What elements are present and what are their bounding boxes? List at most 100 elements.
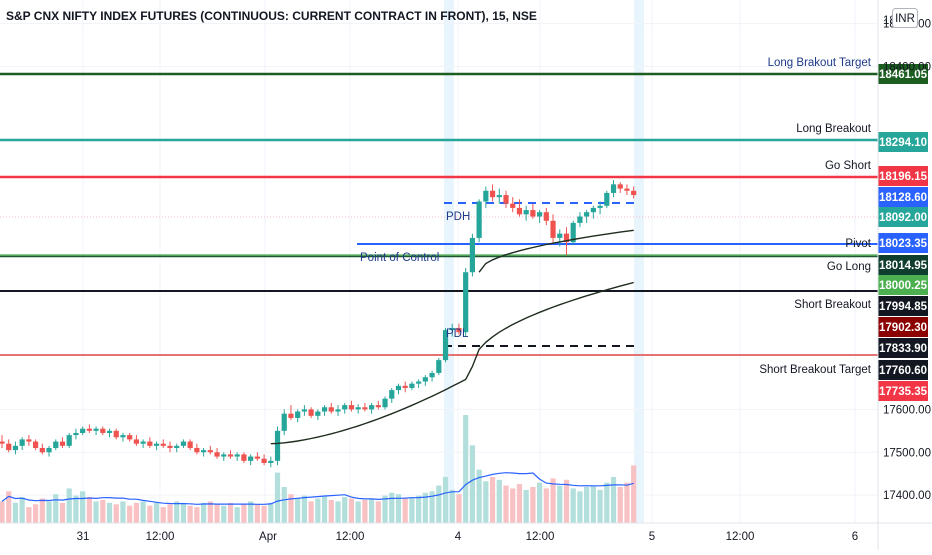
volume-bar — [537, 482, 543, 523]
volume-bar — [382, 495, 388, 523]
price-tick-label: 17500.00 — [883, 447, 931, 459]
candle-body — [66, 435, 72, 446]
candle-body — [113, 430, 119, 438]
volume-bar — [106, 502, 113, 523]
volume-bar — [86, 497, 92, 523]
candle-body — [106, 430, 113, 433]
candle-body — [577, 216, 583, 223]
volume-bar — [120, 501, 126, 523]
candle-body — [362, 407, 368, 410]
candle-body — [496, 195, 502, 198]
volume-bar — [227, 502, 234, 523]
volume-bar — [113, 504, 119, 523]
volume-bar — [241, 504, 247, 523]
price-badge-value: 18014.95 — [879, 260, 928, 272]
candle-body — [214, 452, 220, 457]
point-of-control-label: Point of Control — [360, 252, 439, 264]
price-badge-2 — [878, 166, 928, 186]
candle-body — [597, 205, 603, 208]
candle-body — [46, 447, 52, 453]
volume-bar — [147, 505, 153, 523]
candle-body — [369, 405, 375, 410]
candle-body — [80, 428, 86, 433]
candle-body — [624, 188, 630, 191]
time-tick-label: 4 — [455, 531, 462, 543]
price-badge-value: 18023.35 — [879, 238, 928, 250]
volume-bar — [577, 491, 583, 523]
volume-bar — [6, 491, 12, 523]
volume-bar — [510, 488, 516, 523]
volume-bar — [46, 501, 52, 523]
candle-body — [409, 383, 415, 388]
candle-body — [530, 210, 536, 217]
candle-body — [59, 441, 66, 446]
volume-bar — [315, 498, 321, 523]
volume-bar — [402, 498, 408, 523]
time-tick-label: 12:00 — [526, 531, 555, 543]
price-badge-3 — [878, 187, 928, 207]
volume-bar — [321, 495, 328, 523]
volume-bar — [295, 498, 301, 523]
volume-bar — [127, 505, 133, 523]
volume-bar — [180, 502, 187, 523]
candle-body — [402, 385, 408, 388]
volume-bar — [12, 502, 19, 523]
volume-bar — [274, 472, 281, 523]
level-label-6: Go Long — [827, 261, 871, 273]
volume-bar — [442, 476, 449, 523]
volume-bar — [469, 445, 475, 523]
candle-body — [12, 445, 19, 451]
candle-body — [584, 212, 590, 217]
volume-bar — [335, 501, 341, 523]
level-label-0: Long Brakout Target — [768, 57, 872, 69]
volume-bar — [33, 504, 39, 523]
candle-body — [100, 428, 106, 433]
volume-bar — [590, 485, 596, 523]
candle-body — [348, 405, 355, 410]
candle-body — [26, 439, 32, 442]
volume-bar — [301, 495, 307, 523]
chart-title: S&P CNX NIFTY INDEX FUTURES (CONTINUOUS:… — [6, 9, 537, 23]
volume-bar — [53, 494, 59, 523]
level-lines — [0, 72, 878, 356]
currency-badge[interactable]: INR — [892, 8, 918, 33]
session-band-1 — [634, 0, 644, 523]
candle-body — [321, 407, 328, 412]
volume-bar — [369, 498, 375, 523]
time-tick-label: 31 — [77, 531, 90, 543]
candle-body — [241, 454, 247, 461]
price-badge-1 — [878, 132, 928, 152]
candle-body — [261, 458, 267, 463]
candle-body — [617, 184, 623, 189]
volume-bar — [483, 481, 489, 523]
volume-bar — [362, 499, 368, 523]
candle-body — [93, 428, 99, 431]
volume-bar — [261, 505, 267, 523]
candle-body — [281, 413, 287, 431]
candle-body — [476, 201, 482, 238]
level-label-2: Go Short — [825, 160, 872, 172]
volume-bar — [328, 499, 334, 523]
volume-bar — [100, 499, 106, 523]
candle-body — [288, 413, 294, 418]
volume-bar — [496, 479, 502, 523]
price-badge-value: 17902.30 — [879, 322, 927, 334]
candle-body — [355, 407, 361, 410]
candle-body — [254, 456, 260, 459]
candle-body — [147, 441, 153, 446]
candle-body — [127, 435, 133, 440]
level-label-1: Long Breakout — [796, 123, 872, 135]
time-tick-label: Apr — [259, 531, 277, 543]
volume-bar — [167, 504, 173, 523]
volume-bar — [570, 488, 576, 523]
time-tick-label: 5 — [649, 531, 655, 543]
price-badge-5 — [878, 233, 928, 253]
volume-bar — [355, 501, 361, 523]
volume-bar — [516, 484, 523, 523]
volume-moving-average-line — [1, 472, 634, 505]
volume-bar — [201, 502, 207, 523]
volume-bar — [463, 415, 469, 523]
price-badge-0 — [878, 64, 928, 84]
